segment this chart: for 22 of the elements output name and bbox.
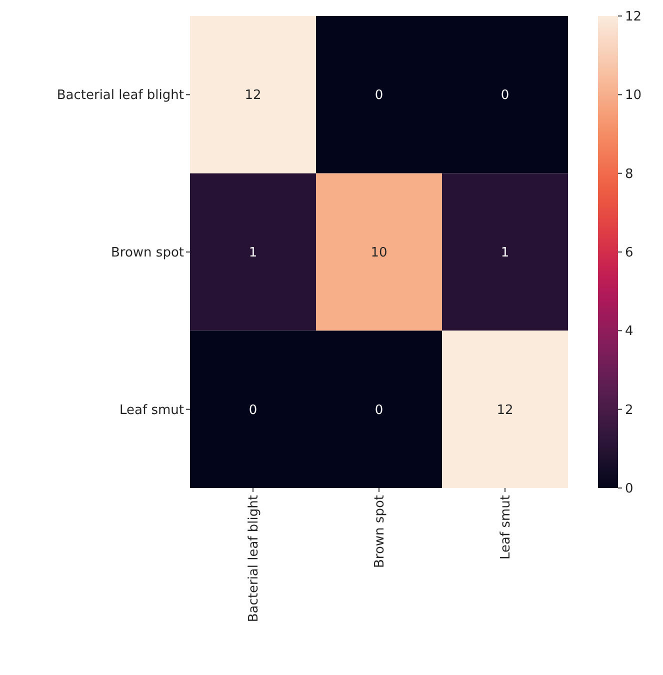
- y-tick-label: Brown spot: [110, 246, 184, 261]
- color-bar-label: 6: [625, 246, 634, 261]
- color-bar-label: 12: [625, 10, 642, 25]
- color-bar-label: 0: [625, 482, 634, 497]
- color-bar-label: 2: [625, 402, 634, 418]
- data-label: 1: [248, 246, 258, 261]
- data-label: 0: [374, 88, 384, 104]
- data-label: 0: [248, 402, 258, 418]
- data-label: 0: [374, 402, 384, 418]
- data-label: 12: [496, 402, 514, 418]
- x-tick-label: Bacterial leaf blight: [246, 495, 262, 622]
- y-tick-label: Bacterial leaf blight: [56, 88, 184, 104]
- color-bar-label: 4: [625, 324, 634, 340]
- data-label: 12: [244, 88, 262, 104]
- color-bar-label: 8: [625, 166, 634, 182]
- data-label: 10: [370, 246, 388, 261]
- color-bar-label: 10: [625, 88, 642, 104]
- data-label: 1: [500, 246, 510, 261]
- x-tick-label: Brown spot: [372, 495, 388, 568]
- x-tick-label: Leaf smut: [498, 495, 514, 560]
- data-label: 0: [500, 88, 510, 104]
- y-tick-label: Leaf smut: [120, 402, 184, 418]
